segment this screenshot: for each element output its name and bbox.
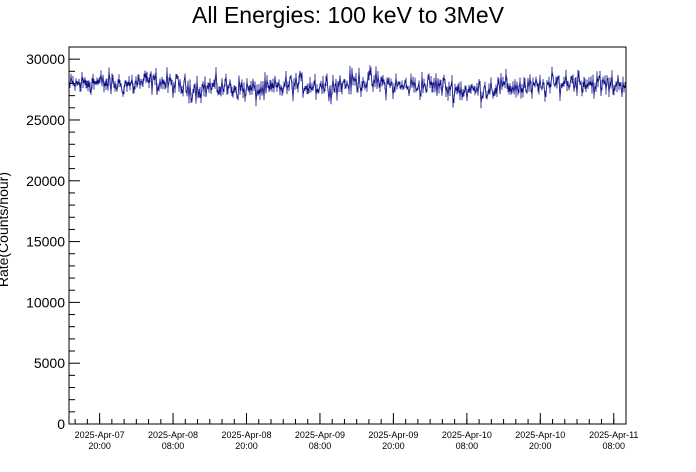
y-tick-label: 20000 [26,173,65,189]
x-tick-time-label: 20:00 [235,441,258,451]
plot-frame [68,46,627,425]
y-tick-label: 5000 [34,355,65,371]
y-tick-label: 30000 [26,51,65,67]
data-line [69,69,626,103]
x-tick-date-label: 2025-Apr-09 [295,430,345,440]
y-axis-title: Rate(Counts/hour) [0,172,11,287]
x-tick-time-label: 08:00 [602,441,625,451]
y-tick-label: 10000 [26,294,65,310]
x-tick-time-label: 20:00 [529,441,552,451]
x-tick-date-label: 2025-Apr-11 [589,430,638,440]
y-tick-label: 25000 [26,112,65,128]
x-tick-date-label: 2025-Apr-08 [221,430,271,440]
data-series [69,65,626,109]
x-tick-time-label: 20:00 [382,441,405,451]
x-tick-time-label: 08:00 [309,441,332,451]
x-tick-date-label: 2025-Apr-10 [515,430,565,440]
x-tick-date-label: 2025-Apr-10 [442,430,492,440]
x-tick-date-label: 2025-Apr-08 [148,430,198,440]
x-tick-date-label: 2025-Apr-09 [368,430,418,440]
x-tick-time-label: 08:00 [162,441,185,451]
x-tick-date-label: 2025-Apr-07 [75,430,125,440]
y-tick-label: 0 [57,416,65,432]
chart-title: All Energies: 100 keV to 3MeV [192,2,504,28]
x-tick-time-label: 20:00 [88,441,111,451]
x-axis: 2025-Apr-0720:002025-Apr-0808:002025-Apr… [75,413,638,451]
y-axis: 0 5000 10000 15000 20000 25000 30000 [26,46,80,432]
y-tick-label: 15000 [26,234,65,250]
x-tick-time-label: 08:00 [456,441,479,451]
